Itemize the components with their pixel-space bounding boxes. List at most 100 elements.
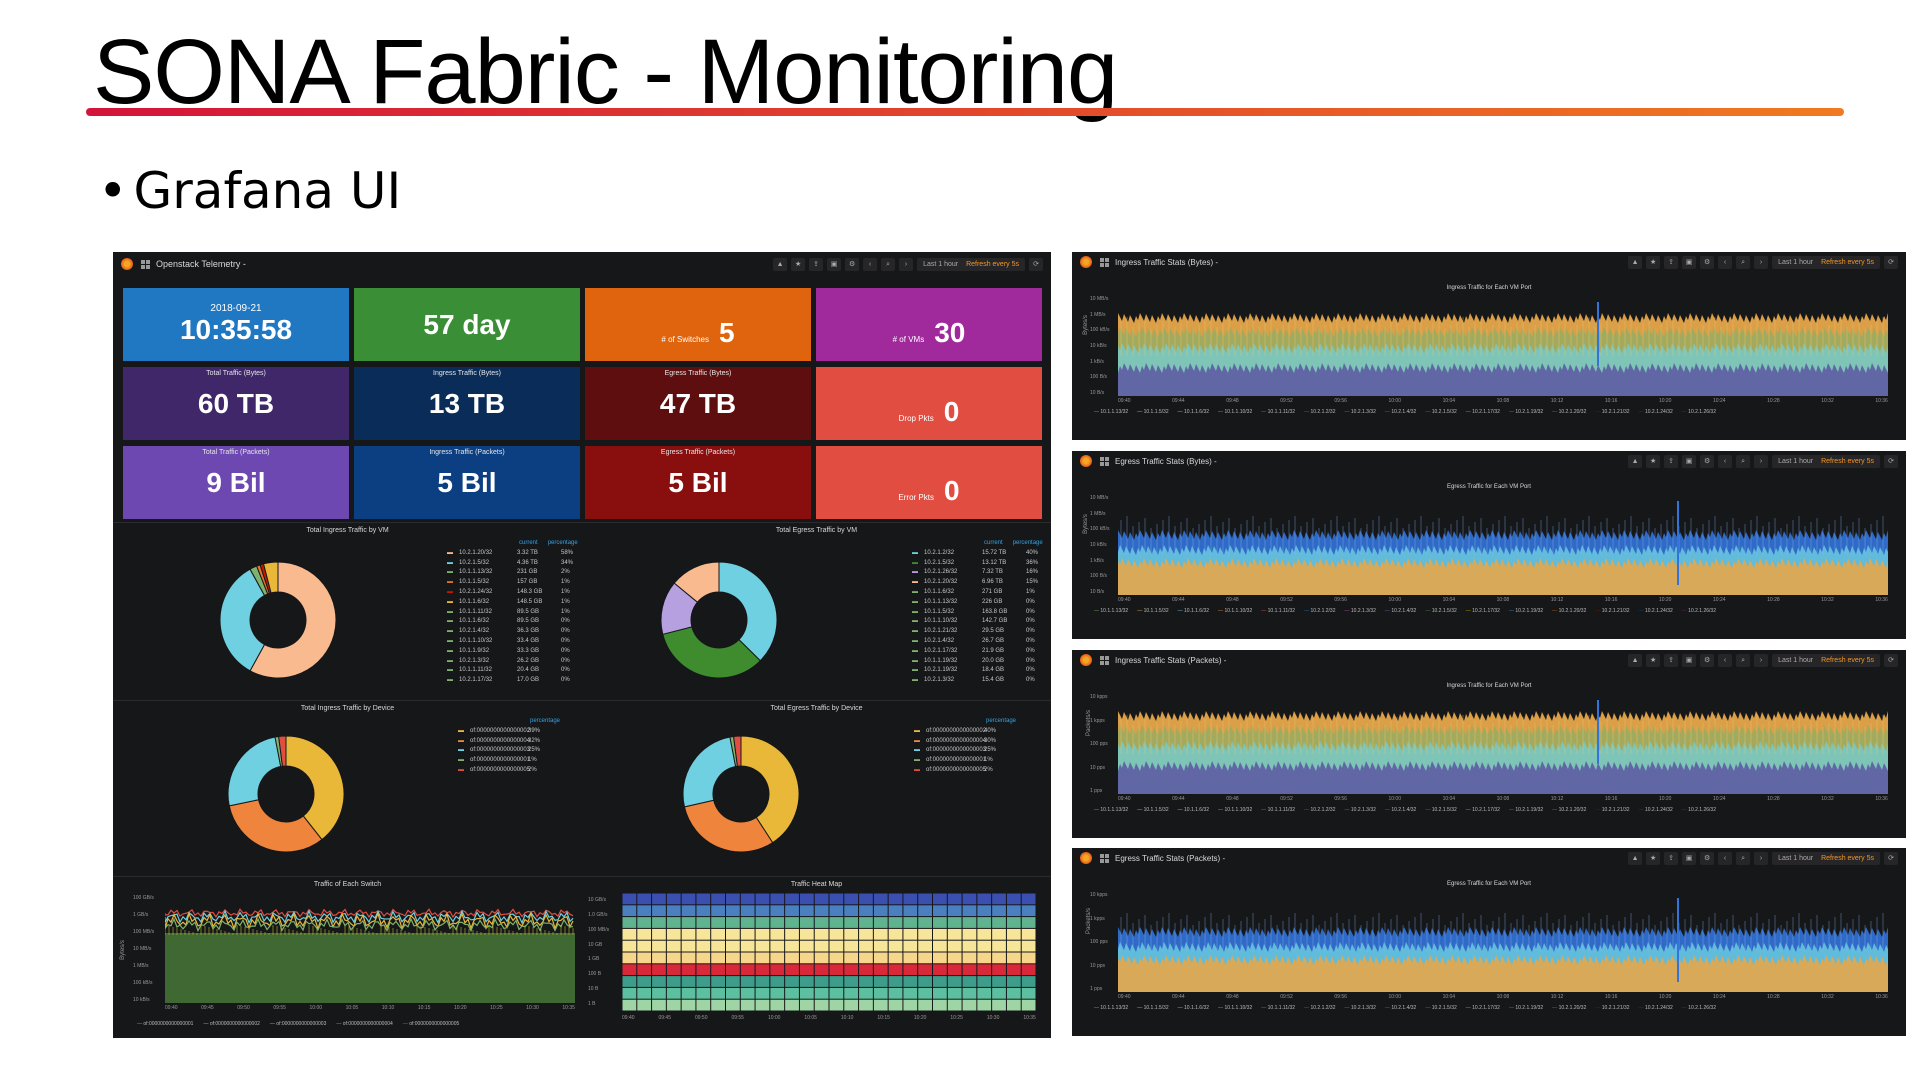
- legend-row[interactable]: ▬ of:000000000000000430%: [914, 737, 1028, 747]
- legend-item[interactable]: — 10.2.1.19/32: [1509, 409, 1543, 415]
- heatmap-cell[interactable]: [622, 905, 637, 917]
- grafana-logo-icon[interactable]: [1080, 852, 1092, 864]
- heatmap-cell[interactable]: [770, 928, 785, 940]
- heatmap-cell[interactable]: [992, 999, 1006, 1011]
- share-icon[interactable]: ⇪: [1664, 454, 1679, 468]
- heatmap-cell[interactable]: [755, 928, 770, 940]
- time-forward-button[interactable]: ›: [899, 257, 914, 271]
- stat-tile[interactable]: Ingress Traffic (Bytes) 13 TB: [354, 367, 580, 440]
- heatmap-cell[interactable]: [799, 999, 814, 1011]
- legend-row[interactable]: ▬ 10.2.1.5/32 13.12 TB 36%: [912, 559, 1051, 569]
- heatmap-cell[interactable]: [666, 987, 681, 999]
- heatmap-cell[interactable]: [652, 893, 666, 905]
- heatmap-cell[interactable]: [903, 976, 918, 987]
- legend-item[interactable]: — 10.2.1.19/32: [1509, 1005, 1543, 1011]
- heatmap-cell[interactable]: [918, 976, 932, 987]
- heatmap-cell[interactable]: [814, 999, 829, 1011]
- heatmap-cell[interactable]: [711, 893, 725, 905]
- heatmap-cell[interactable]: [829, 976, 844, 987]
- heatmap-cell[interactable]: [844, 940, 859, 952]
- heatmap-cell[interactable]: [681, 905, 696, 917]
- legend-row[interactable]: ▬ 10.2.1.17/32 21.9 GB 0%: [912, 647, 1051, 657]
- heatmap-cell[interactable]: [829, 964, 844, 976]
- heatmap-cell[interactable]: [933, 917, 947, 928]
- heatmap-cell[interactable]: [873, 976, 888, 987]
- pie-slice[interactable]: [262, 561, 279, 594]
- heatmap-cell[interactable]: [992, 905, 1006, 917]
- heatmap-cell[interactable]: [726, 893, 740, 905]
- legend-item[interactable]: — 10.1.1.10/32: [1218, 807, 1252, 813]
- heatmap-cell[interactable]: [711, 940, 725, 952]
- heatmap-cell[interactable]: [918, 987, 932, 999]
- legend-item[interactable]: — 10.2.1.24/32: [1639, 608, 1673, 614]
- heatmap-cell[interactable]: [903, 928, 918, 940]
- heatmap-cell[interactable]: [622, 928, 637, 940]
- heatmap-cell[interactable]: [814, 976, 829, 987]
- legend-row[interactable]: ▬ 10.1.1.5/32 163.8 GB 0%: [912, 608, 1051, 618]
- heatmap-cell[interactable]: [681, 999, 696, 1011]
- zoom-out-icon[interactable]: ⌕: [1736, 454, 1751, 468]
- stat-tile[interactable]: 57 day: [354, 288, 580, 361]
- heatmap-cell[interactable]: [859, 976, 873, 987]
- pie-slice[interactable]: [682, 736, 737, 808]
- heatmap-cell[interactable]: [814, 964, 829, 976]
- save-icon[interactable]: ▣: [1682, 454, 1697, 468]
- legend-item[interactable]: — 10.2.1.20/32: [1552, 608, 1586, 614]
- legend-row[interactable]: ▬ 10.2.1.2/32 15.72 TB 40%: [912, 549, 1051, 559]
- heatmap-cell[interactable]: [770, 964, 785, 976]
- star-icon[interactable]: ★: [1646, 653, 1661, 667]
- heatmap-cell[interactable]: [622, 940, 637, 952]
- heatmap-cell[interactable]: [755, 987, 770, 999]
- star-icon[interactable]: ★: [1646, 255, 1661, 269]
- legend-item[interactable]: — 10.2.1.3/32: [1345, 1005, 1376, 1011]
- heatmap-cell[interactable]: [740, 893, 755, 905]
- heatmap-cell[interactable]: [977, 940, 992, 952]
- heatmap-cell[interactable]: [873, 964, 888, 976]
- heatmap-cell[interactable]: [740, 928, 755, 940]
- dashboard-title[interactable]: Egress Traffic Stats (Packets) -: [1115, 853, 1226, 863]
- time-back-button[interactable]: ‹: [1718, 454, 1733, 468]
- heatmap-cell[interactable]: [888, 964, 903, 976]
- heatmap-cell[interactable]: [977, 976, 992, 987]
- time-back-button[interactable]: ‹: [1718, 255, 1733, 269]
- heatmap-cell[interactable]: [947, 928, 962, 940]
- heatmap-cell[interactable]: [799, 905, 814, 917]
- heatmap-cell[interactable]: [977, 928, 992, 940]
- time-back-button[interactable]: ‹: [1718, 851, 1733, 865]
- legend-item[interactable]: — 10.1.1.13/32: [1094, 409, 1128, 415]
- refresh-button[interactable]: ⟳: [1884, 255, 1898, 269]
- heatmap-cell[interactable]: [918, 999, 932, 1011]
- heatmap-cell[interactable]: [740, 999, 755, 1011]
- heatmap-cell[interactable]: [829, 893, 844, 905]
- heatmap-cell[interactable]: [918, 940, 932, 952]
- heatmap-cell[interactable]: [726, 999, 740, 1011]
- heatmap-cell[interactable]: [652, 976, 666, 987]
- refresh-button[interactable]: ⟳: [1029, 257, 1043, 271]
- legend-row[interactable]: ▬ 10.1.1.6/32 89.5 GB 0%: [447, 617, 588, 627]
- heatmap-cell[interactable]: [785, 987, 799, 999]
- heatmap-cell[interactable]: [740, 917, 755, 928]
- heatmap-cell[interactable]: [903, 952, 918, 964]
- heatmap-cell[interactable]: [888, 905, 903, 917]
- heatmap-cell[interactable]: [1021, 905, 1036, 917]
- heatmap-cell[interactable]: [726, 917, 740, 928]
- heatmap-cell[interactable]: [947, 893, 962, 905]
- heatmap-cell[interactable]: [873, 940, 888, 952]
- heatmap-cell[interactable]: [844, 976, 859, 987]
- heatmap-cell[interactable]: [888, 987, 903, 999]
- heatmap-cell[interactable]: [947, 940, 962, 952]
- legend-item[interactable]: — 10.2.1.4/32: [1385, 608, 1416, 614]
- heatmap-cell[interactable]: [844, 987, 859, 999]
- heatmap-cell[interactable]: [814, 928, 829, 940]
- heatmap-cell[interactable]: [637, 940, 652, 952]
- legend-item[interactable]: — 10.1.1.6/32: [1178, 409, 1209, 415]
- heatmap-cell[interactable]: [681, 964, 696, 976]
- dashboard-title[interactable]: Egress Traffic Stats (Bytes) -: [1115, 456, 1217, 466]
- legend-item[interactable]: — of:0000000000000001: [137, 1021, 193, 1027]
- add-panel-button[interactable]: ▲: [1628, 255, 1643, 269]
- legend-item[interactable]: — of:0000000000000002: [203, 1021, 259, 1027]
- heatmap-cell[interactable]: [947, 987, 962, 999]
- heatmap-cell[interactable]: [1021, 964, 1036, 976]
- heatmap-cell[interactable]: [770, 905, 785, 917]
- heatmap-cell[interactable]: [947, 952, 962, 964]
